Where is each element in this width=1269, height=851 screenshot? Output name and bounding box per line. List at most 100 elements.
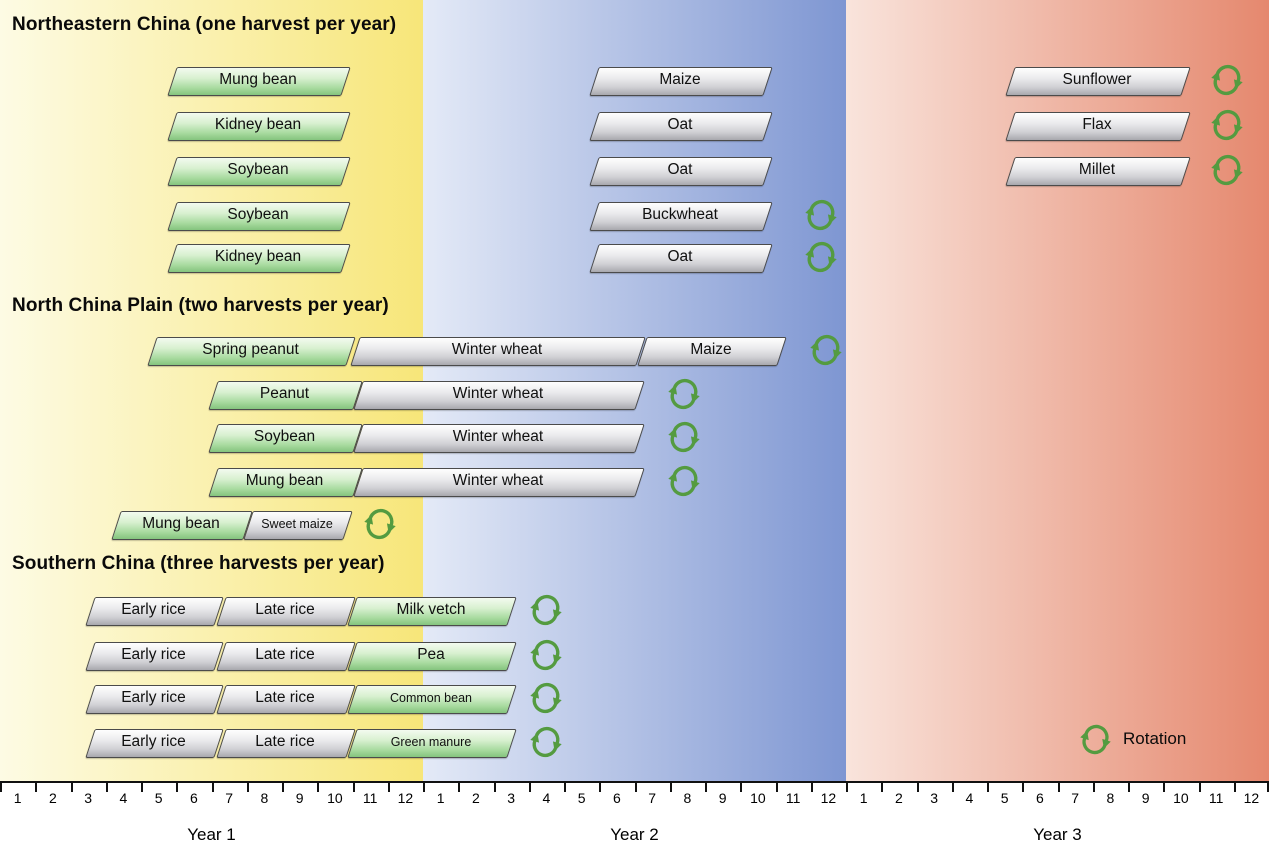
crop-bar-label: Early rice [121,689,186,706]
axis-tick [916,783,919,792]
rotation-icon [666,463,702,499]
crop-bar-label: Mung bean [219,71,297,88]
rotation-icon [1209,62,1245,98]
crop-bar-green-manure: Green manure [347,729,517,758]
axis-tick [1092,783,1095,792]
crop-bar-early-rice: Early rice [85,642,224,671]
crop-bar-label: Oat [667,116,693,133]
crop-bar-pea: Pea [347,642,517,671]
section-title: Southern China (three harvests per year) [12,553,385,574]
year-label: Year 2 [610,825,659,844]
month-label: 1 [859,790,868,806]
axis-tick [70,783,73,792]
axis-tick [987,783,989,792]
rotation-icon [666,376,702,412]
crop-bar-winter-wheat: Winter wheat [350,337,646,366]
crop-bar-label: Sweet maize [261,517,333,531]
section-title: North China Plain (two harvests per year… [12,295,389,316]
crop-bar-label: Mung bean [142,515,220,532]
month-label: 4 [542,790,551,806]
rotation-icon [1078,722,1113,757]
crop-bar-buckwheat: Buckwheat [589,202,773,231]
crop-bar-label: Mung bean [245,472,324,489]
crop-bar-sunflower: Sunflower [1005,67,1191,96]
crop-bar-label: Kidney bean [214,116,302,133]
month-label: 9 [1141,790,1150,806]
axis-tick [599,783,602,792]
axis-tick [775,783,778,792]
rotation-icon [528,592,564,628]
month-label: 1 [13,790,22,806]
axis-tick [1198,783,1201,792]
rotation-icon [528,724,564,760]
month-label: 3 [84,790,93,806]
axis-tick [35,783,38,792]
month-label: 11 [362,790,378,806]
crop-bar-soybean: Soybean [208,424,363,453]
crop-bar-label: Winter wheat [452,472,544,489]
crop-bar-label: Maize [690,341,732,358]
crop-bar-label: Late rice [255,733,315,750]
month-label: 4 [965,790,974,806]
crop-bar-milk-vetch: Milk vetch [347,597,517,626]
crop-bar-label: Late rice [255,646,315,663]
crop-bar-winter-wheat: Winter wheat [353,468,645,497]
crop-bar-kidney-bean: Kidney bean [167,112,351,141]
rotation-legend-label: Rotation [1123,729,1187,748]
axis-tick [881,783,884,792]
axis-tick [493,783,496,792]
axis-tick [669,783,672,792]
axis-tick [211,783,214,792]
crop-bar-label: Soybean [227,206,289,223]
axis-tick [705,783,707,792]
year-label: Year 3 [1033,825,1082,844]
crop-bar-mung-bean: Mung bean [111,511,253,540]
crop-bar-label: Oat [667,248,693,265]
rotation-icon [528,637,564,673]
axis-tick [810,783,813,792]
month-label: 8 [1106,790,1115,806]
crop-bar-label: Pea [417,646,445,663]
rotation-legend: Rotation [1078,721,1186,757]
month-label: 12 [820,790,837,806]
crop-bar-label: Millet [1078,161,1116,178]
month-label: 2 [894,790,903,806]
crop-bar-label: Sunflower [1062,71,1132,88]
axis-tick [317,783,320,792]
crop-bar-common-bean: Common bean [347,685,517,714]
axis-tick [458,783,461,792]
crop-bar-late-rice: Late rice [216,597,356,626]
month-label: 2 [48,790,57,806]
crop-bar-label: Common bean [390,691,472,705]
rotation-icon [1209,152,1245,188]
axis-tick [951,783,954,792]
month-label: 5 [1000,790,1009,806]
year-label: Year 1 [187,825,236,844]
crop-bar-winter-wheat: Winter wheat [353,424,645,453]
month-label: 12 [397,790,414,806]
month-label: 10 [327,790,343,806]
rotation-icon [808,332,844,368]
crop-bar-late-rice: Late rice [216,685,356,714]
crop-bar-label: Winter wheat [451,341,543,358]
axis-tick [1022,783,1025,792]
rotation-icon [803,197,839,233]
month-label: 9 [295,790,304,806]
crop-bar-maize: Maize [589,67,773,96]
crop-bar-peanut: Peanut [208,381,363,410]
month-label: 9 [718,790,727,806]
crop-bar-late-rice: Late rice [216,729,356,758]
crop-bar-late-rice: Late rice [216,642,356,671]
crop-bar-label: Winter wheat [452,428,544,445]
crop-bar-early-rice: Early rice [85,597,224,626]
crop-bar-label: Early rice [121,646,186,663]
crop-bar-label: Late rice [255,601,315,618]
axis-tick [634,783,637,792]
month-label: 8 [260,790,269,806]
month-label: 6 [189,790,198,806]
crop-bar-label: Spring peanut [202,341,299,358]
month-label: 6 [1035,790,1044,806]
month-label: 2 [471,790,480,806]
axis-tick [423,783,425,792]
crop-bar-label: Winter wheat [452,385,544,402]
